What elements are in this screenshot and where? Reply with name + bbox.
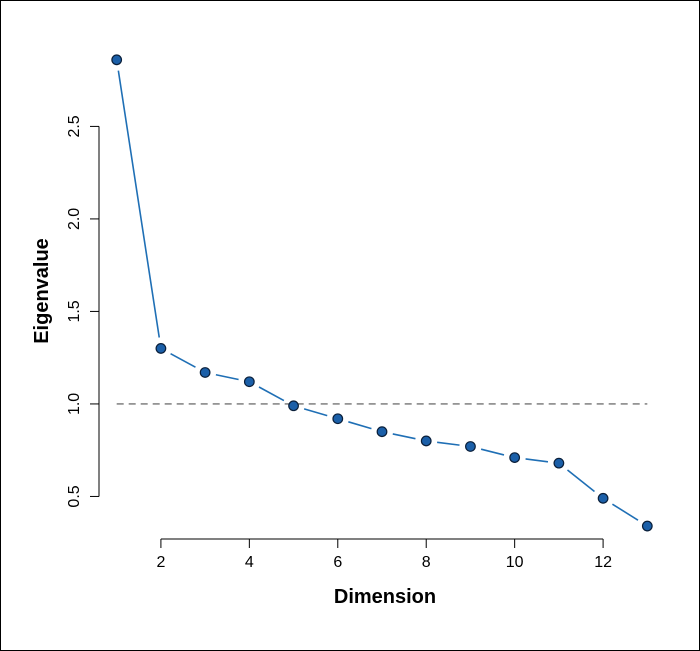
series-line-segment xyxy=(392,433,416,440)
data-point xyxy=(420,435,432,447)
x-tick-label: 6 xyxy=(333,554,342,571)
series-line-segment xyxy=(170,352,196,368)
data-point xyxy=(465,441,476,452)
series-line-segment xyxy=(611,503,639,521)
data-point xyxy=(199,367,211,378)
x-tick-label: 12 xyxy=(594,554,612,571)
series-line-segment xyxy=(303,408,328,417)
data-point xyxy=(597,492,609,504)
series-line-segment xyxy=(566,469,595,493)
axes: 2 4 6 8 10 12 0.5 1.0 1.5 2.0 2.5 xyxy=(66,115,612,571)
x-axis-title: Dimension xyxy=(334,586,436,608)
x-tick-label: 10 xyxy=(506,554,524,571)
y-tick-label: 1.0 xyxy=(66,393,83,415)
data-point xyxy=(243,376,255,388)
x-tick-label: 4 xyxy=(245,554,254,571)
y-tick-label: 2.5 xyxy=(66,115,83,137)
series-line-segment xyxy=(437,441,460,446)
x-tick-label: 2 xyxy=(156,554,165,571)
data-point xyxy=(641,520,653,532)
data-point xyxy=(155,343,167,354)
data-point xyxy=(332,413,344,425)
series-line-segment xyxy=(348,421,372,430)
y-tick-label: 2.0 xyxy=(66,208,83,230)
series-line-segment xyxy=(480,448,505,456)
x-tick-label: 8 xyxy=(422,554,431,571)
y-tick-label: 1.5 xyxy=(66,300,83,322)
series-line-segment xyxy=(117,70,161,338)
y-tick-label: 0.5 xyxy=(66,485,83,507)
series-line-segment xyxy=(525,458,549,463)
series-layer xyxy=(111,54,653,532)
data-point xyxy=(288,400,299,412)
data-point xyxy=(376,426,388,438)
data-point xyxy=(111,54,123,66)
series-line-segment xyxy=(258,386,285,402)
data-point xyxy=(509,452,521,463)
series-line-segment xyxy=(215,373,239,381)
y-axis-title: Eigenvalue xyxy=(31,238,53,344)
data-point xyxy=(553,457,565,469)
